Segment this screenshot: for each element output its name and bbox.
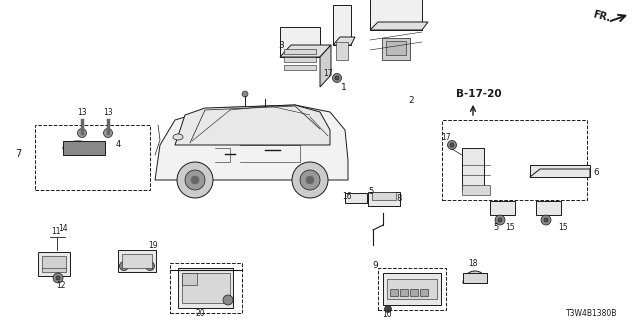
Text: 13: 13 <box>103 108 113 117</box>
Circle shape <box>145 261 154 270</box>
Text: 1: 1 <box>341 83 347 92</box>
Circle shape <box>242 91 248 97</box>
Bar <box>463 273 487 283</box>
Bar <box>420 289 428 296</box>
Bar <box>336 42 348 60</box>
Bar <box>490 201 515 215</box>
Text: 12: 12 <box>56 281 65 290</box>
Circle shape <box>335 76 339 80</box>
Bar <box>536 201 561 215</box>
Text: 10: 10 <box>382 310 392 319</box>
Polygon shape <box>175 105 330 145</box>
Text: 2: 2 <box>408 96 413 105</box>
Circle shape <box>223 295 233 305</box>
Bar <box>284 49 316 54</box>
Text: 5: 5 <box>368 187 373 196</box>
Circle shape <box>53 273 63 283</box>
Bar <box>178 268 233 308</box>
Ellipse shape <box>173 134 183 140</box>
Polygon shape <box>280 45 331 57</box>
Polygon shape <box>333 37 355 45</box>
Bar <box>387 279 437 299</box>
Polygon shape <box>155 105 348 180</box>
Bar <box>386 41 406 55</box>
Bar <box>530 165 590 177</box>
Circle shape <box>495 215 505 225</box>
Text: 13: 13 <box>77 108 86 117</box>
Circle shape <box>177 162 213 198</box>
Text: 18: 18 <box>468 259 477 268</box>
Bar <box>284 65 316 70</box>
Ellipse shape <box>63 141 93 155</box>
Bar <box>442 120 587 200</box>
Bar <box>38 252 70 276</box>
Bar <box>182 273 230 303</box>
Text: 16: 16 <box>342 192 351 201</box>
Bar <box>122 254 152 268</box>
Circle shape <box>120 261 129 270</box>
Circle shape <box>77 129 86 138</box>
Bar <box>280 27 320 57</box>
Polygon shape <box>320 45 331 87</box>
Bar <box>368 192 400 206</box>
Bar <box>63 141 105 155</box>
Bar <box>462 148 484 190</box>
Text: 19: 19 <box>148 241 157 250</box>
Polygon shape <box>370 22 428 30</box>
Circle shape <box>185 170 205 190</box>
Circle shape <box>292 162 328 198</box>
Circle shape <box>300 170 320 190</box>
Circle shape <box>306 176 314 184</box>
Circle shape <box>544 218 548 222</box>
Text: 11: 11 <box>51 227 61 236</box>
Circle shape <box>104 129 113 138</box>
Circle shape <box>541 215 551 225</box>
Circle shape <box>56 276 60 280</box>
Bar <box>35 125 150 190</box>
Bar <box>370 0 422 30</box>
Bar <box>410 289 418 296</box>
Bar <box>42 256 66 272</box>
Circle shape <box>498 218 502 222</box>
Text: FR.: FR. <box>592 10 612 24</box>
Circle shape <box>333 74 342 83</box>
Bar <box>333 5 351 45</box>
Text: B-17-20: B-17-20 <box>456 89 502 99</box>
Text: 20: 20 <box>195 309 205 318</box>
Text: 7: 7 <box>15 149 21 159</box>
Circle shape <box>191 176 199 184</box>
Text: 4: 4 <box>116 140 121 149</box>
Bar <box>390 289 398 296</box>
Bar <box>400 289 408 296</box>
Bar <box>383 273 441 305</box>
Bar <box>182 273 197 285</box>
Text: 15: 15 <box>505 223 515 232</box>
Bar <box>462 185 490 195</box>
Circle shape <box>385 306 392 313</box>
Text: 15: 15 <box>558 223 568 232</box>
Circle shape <box>447 140 456 149</box>
Bar <box>372 192 396 200</box>
Bar <box>378 268 446 310</box>
Bar <box>382 38 410 60</box>
Text: 3: 3 <box>278 41 284 50</box>
Bar <box>170 263 242 313</box>
Wedge shape <box>463 271 487 283</box>
Text: 9: 9 <box>372 261 378 270</box>
Bar <box>345 193 367 203</box>
Text: 17: 17 <box>323 69 333 78</box>
Text: 14: 14 <box>58 224 68 233</box>
Text: 17: 17 <box>441 133 451 142</box>
Bar <box>118 250 156 272</box>
Text: 8: 8 <box>396 194 401 203</box>
Circle shape <box>450 143 454 147</box>
Text: T3W4B1380B: T3W4B1380B <box>566 309 618 318</box>
Bar <box>284 57 316 62</box>
Text: 5: 5 <box>493 223 499 232</box>
Text: 6: 6 <box>593 168 599 177</box>
